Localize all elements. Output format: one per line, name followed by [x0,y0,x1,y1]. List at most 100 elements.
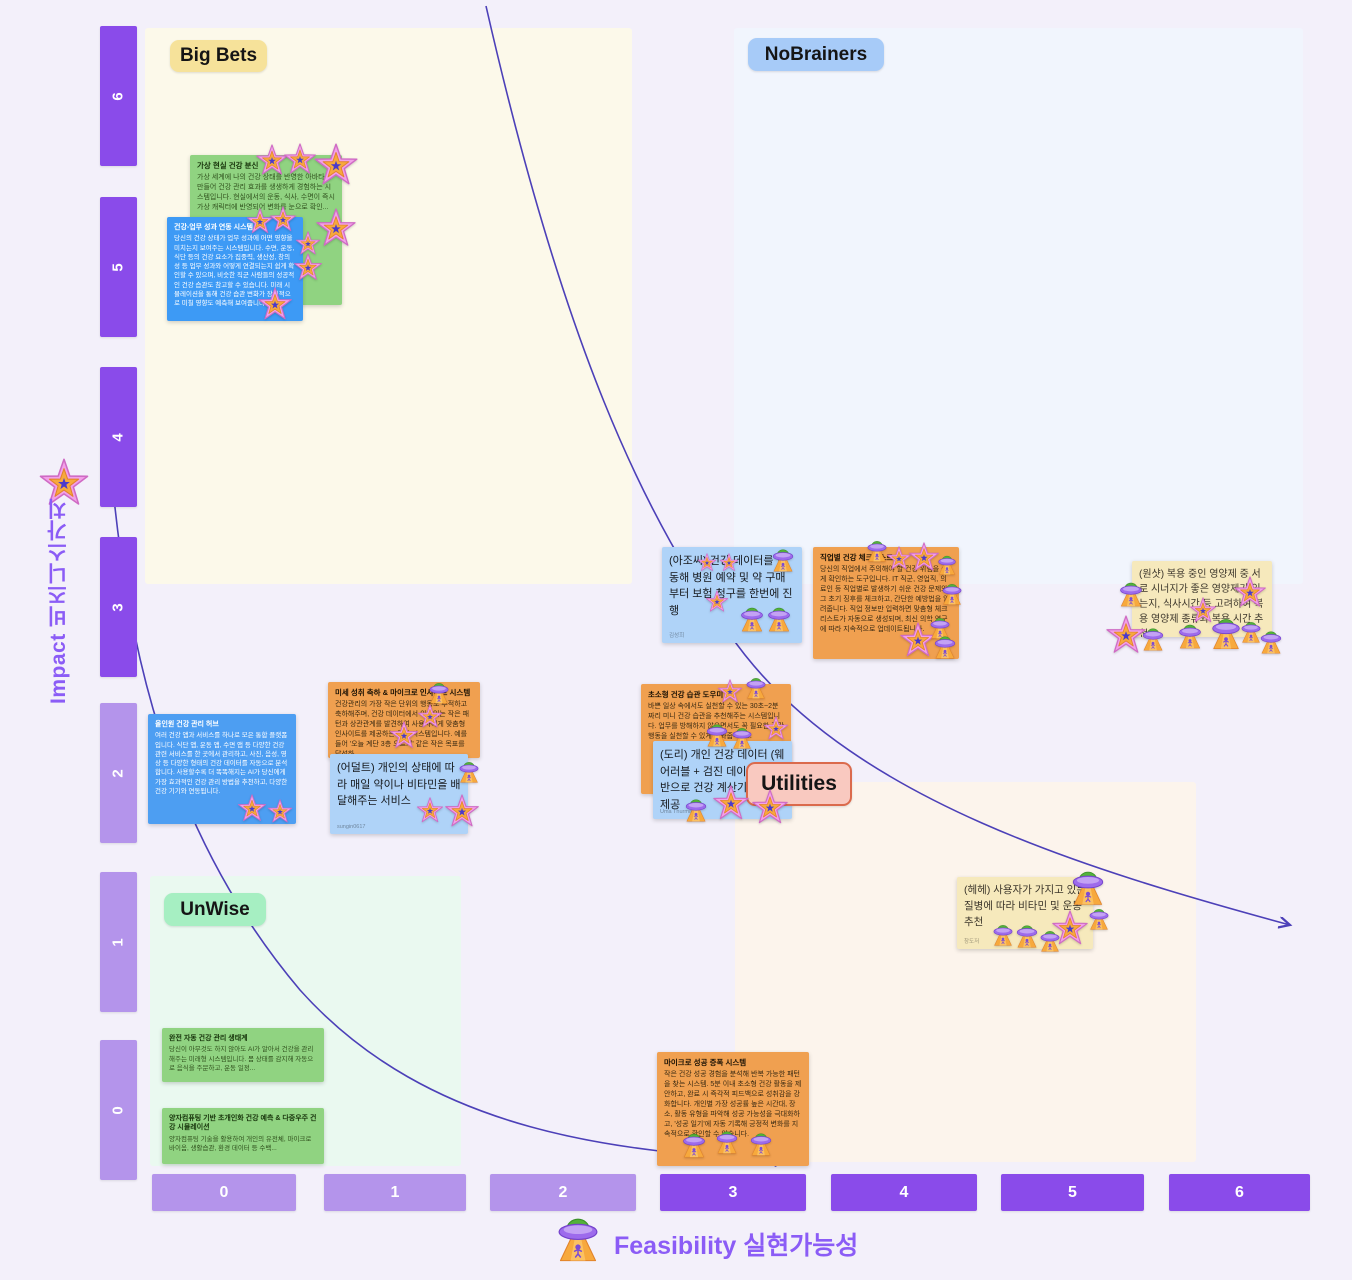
note-author: sungin0617 [337,824,366,830]
impact-vote-star-icon[interactable] [444,794,480,830]
feasibility-vote-ufo-icon[interactable] [729,724,755,750]
impact-vote-star-icon[interactable] [237,794,267,824]
feasibility-vote-ufo-icon[interactable] [1013,921,1041,949]
feasibility-vote-ufo-icon[interactable] [737,603,767,633]
impact-vote-star-icon[interactable] [246,208,274,236]
note-body: (어덜트) 개인의 상태에 따라 매일 약이나 비타민을 배달해주는 서비스 [337,762,461,807]
impact-vote-star-icon[interactable] [705,590,729,614]
impact-vote-star-icon[interactable] [257,287,293,323]
impact-vote-star-icon[interactable] [389,721,419,751]
feasibility-vote-ufo-icon[interactable] [682,795,710,823]
feasibility-vote-ufo-icon[interactable] [679,1129,709,1159]
note-full-auto[interactable]: 완전 자동 건강 관리 생태계 당신이 아무것도 하지 않아도 AI가 알아서 건… [162,1028,324,1082]
feasibility-vote-ufo-icon[interactable] [1116,578,1146,608]
impact-vote-star-icon[interactable] [293,253,323,283]
label-big-bets[interactable]: Big Bets [170,40,267,72]
feasibility-vote-ufo-icon[interactable] [1067,865,1109,907]
note-quantum[interactable]: 양자컴퓨팅 기반 초개인화 건강 예측 & 다중우주 건강 시뮬레이션 양자컴퓨팅… [162,1108,324,1164]
impact-vote-star-icon[interactable] [1233,576,1267,610]
impact-vote-star-icon[interactable] [269,206,297,234]
feasibility-vote-ufo-icon[interactable] [935,552,959,576]
feasibility-tick-2[interactable]: 2 [490,1174,636,1211]
feasibility-vote-ufo-icon[interactable] [456,758,482,784]
feasibility-vote-ufo-icon[interactable] [1238,618,1264,644]
impact-vote-star-icon[interactable] [712,785,750,823]
impact-tick-0[interactable]: 0 [100,1040,137,1180]
impact-vote-star-icon[interactable] [763,716,789,742]
feasibility-vote-ufo-icon[interactable] [931,632,959,660]
feasibility-vote-ufo-icon[interactable] [939,580,965,606]
feasibility-vote-ufo-icon[interactable] [864,537,890,563]
impact-vote-star-icon[interactable] [295,231,321,257]
feasibility-vote-ufo-icon[interactable] [1207,613,1245,651]
impact-axis-title[interactable]: Impact 비즈니스가치 [47,497,70,704]
impact-tick-3[interactable]: 3 [100,537,137,677]
feasibility-vote-ufo-icon[interactable] [1139,624,1167,652]
feasibility-vote-ufo-icon[interactable] [764,603,794,633]
impact-vote-star-icon[interactable] [267,799,293,825]
note-title: 완전 자동 건강 관리 생태계 [169,1035,248,1042]
impact-vote-star-icon[interactable] [719,553,739,573]
quadrant-label-text: Big Bets [179,45,258,66]
impact-vote-star-icon[interactable] [416,797,444,825]
label-unwise[interactable]: UnWise [164,893,266,926]
tick-label: 6 [1235,1183,1244,1201]
impact-vote-star-icon[interactable] [751,789,789,827]
impact-vote-star-icon[interactable] [697,553,717,573]
tick-label: 0 [219,1183,229,1201]
impact-vote-star-icon[interactable] [886,546,912,572]
feasibility-vote-ufo-icon[interactable] [703,720,731,748]
impact-vote-star-icon[interactable] [313,143,359,189]
note-allinone[interactable]: 올인원 건강 관리 허브 여러 건강 앱과 서비스를 하나로 모은 통합 플랫폼입… [148,714,296,824]
feasibility-axis-ufo-icon[interactable] [551,1210,605,1264]
impact-axis-star-icon[interactable] [38,458,90,510]
impact-tick-5[interactable]: 5 [100,197,137,337]
impact-vote-star-icon[interactable] [283,143,317,177]
note-body: 당신의 건강 상태가 업무 성과에 어떤 영향을 미치는지 보여주는 시스템입니… [174,235,295,307]
feasibility-vote-ufo-icon[interactable] [769,545,797,573]
note-body: (헤헤) 사용자가 가지고 있는 질병에 따라 비타민 및 운동 추천 [964,884,1087,928]
impact-vote-star-icon[interactable] [1189,597,1217,625]
feasibility-vote-ufo-icon[interactable] [1086,905,1112,931]
feasibility-tick-3[interactable]: 3 [660,1174,806,1211]
quadrant-nobrainers[interactable] [734,28,1303,584]
feasibility-axis-title[interactable]: Feasibility 실현가능성 [614,1232,859,1260]
impact-vote-star-icon[interactable] [315,208,357,250]
impact-tick-4[interactable]: 4 [100,367,137,507]
impact-tick-6[interactable]: 6 [100,26,137,166]
impact-vote-star-icon[interactable] [1105,615,1147,657]
feasibility-vote-ufo-icon[interactable] [1175,620,1205,650]
label-utilities[interactable]: Utilities [746,762,852,806]
feasibility-tick-0[interactable]: 0 [152,1174,296,1211]
note-adult[interactable]: (어덜트) 개인의 상태에 따라 매일 약이나 비타민을 배달해주는 서비스 su… [330,754,468,834]
feasibility-tick-5[interactable]: 5 [1001,1174,1144,1211]
note-title: 초소형 건강 습관 도우미 [648,690,724,699]
tick-label: 3 [110,602,127,612]
feasibility-vote-ufo-icon[interactable] [747,1129,775,1157]
feasibility-tick-1[interactable]: 1 [324,1174,466,1211]
feasibility-vote-ufo-icon[interactable] [743,674,769,700]
note-job-check[interactable]: 직업별 건강 체크리스트 당신의 직업에서 주의해야 할 건강 위험을 쉽게 확인… [813,547,959,659]
tick-label: 6 [110,91,127,101]
feasibility-vote-ufo-icon[interactable] [1037,927,1063,953]
impact-vote-star-icon[interactable] [1051,910,1089,948]
feasibility-vote-ufo-icon[interactable] [426,679,452,705]
impact-vote-star-icon[interactable] [899,622,937,660]
feasibility-vote-ufo-icon[interactable] [927,614,953,640]
label-nobrainers[interactable]: NoBrainers [748,38,884,71]
quadrant-label-text: UnWise [180,898,250,920]
impact-vote-star-icon[interactable] [717,679,743,705]
feasibility-tick-4[interactable]: 4 [831,1174,977,1211]
impact-tick-1[interactable]: 1 [100,872,137,1012]
impact-vote-star-icon[interactable] [908,542,940,574]
feasibility-vote-ufo-icon[interactable] [713,1127,741,1155]
feasibility-vote-ufo-icon[interactable] [1257,627,1285,655]
impact-vote-star-icon[interactable] [255,144,289,178]
impact-vote-star-icon[interactable] [417,704,443,730]
feasibility-tick-6[interactable]: 6 [1169,1174,1310,1211]
tick-label: 0 [110,1105,127,1115]
tick-label: 3 [728,1183,738,1201]
impact-tick-2[interactable]: 2 [100,703,137,843]
feasibility-vote-ufo-icon[interactable] [990,921,1016,947]
